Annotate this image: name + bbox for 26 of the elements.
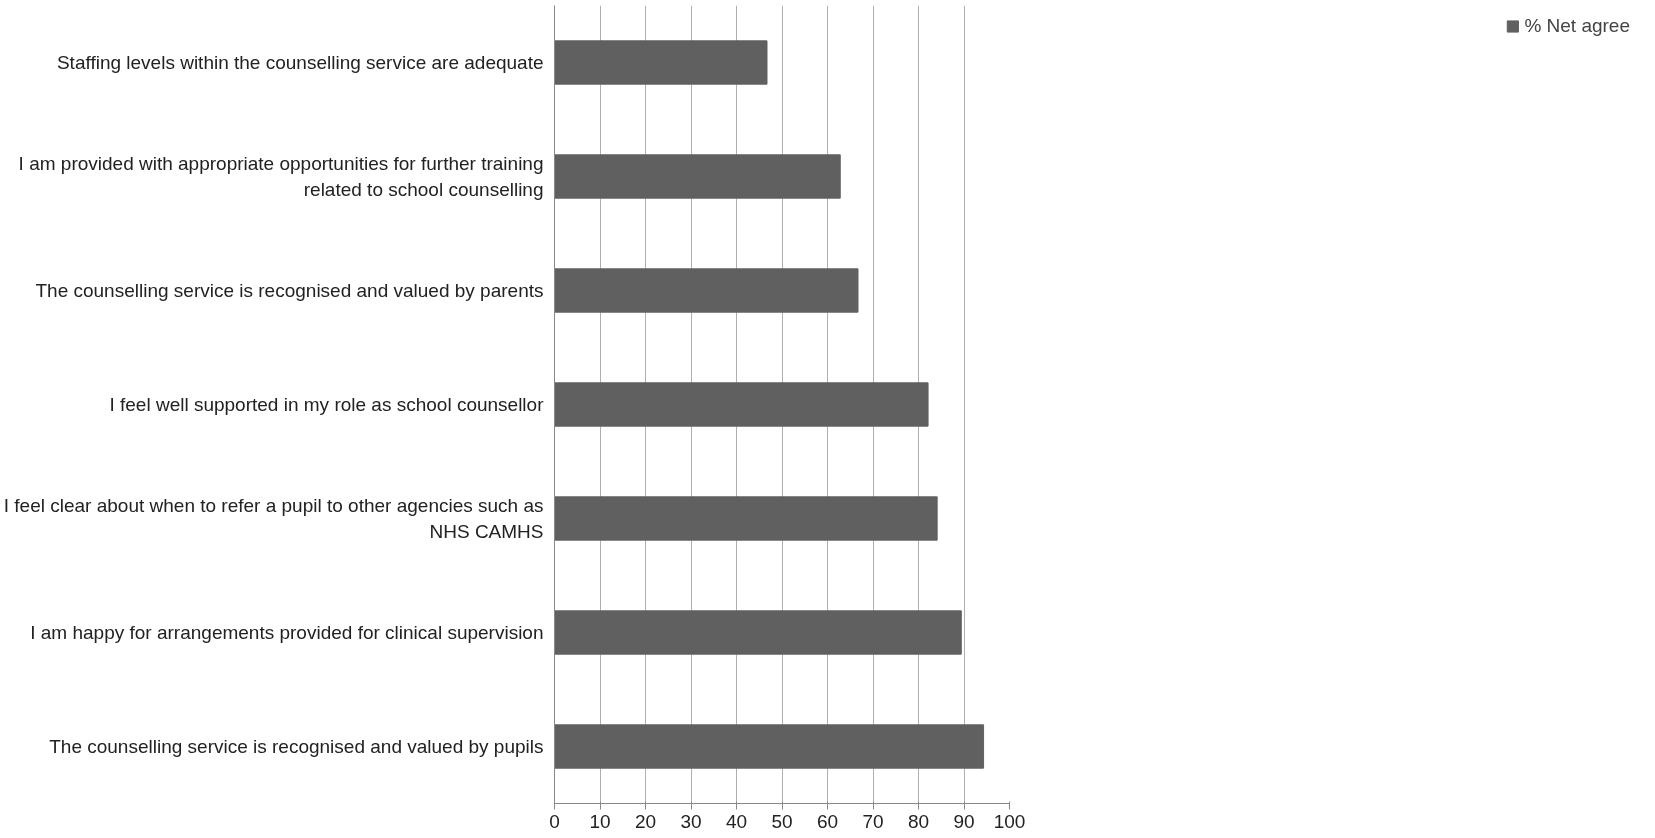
x-tick-label: 60 bbox=[816, 810, 839, 832]
y-tick-label: I am happy for arrangements provided for clinical supervision bbox=[30, 622, 544, 643]
bar bbox=[554, 496, 938, 541]
x-tick-label: 10 bbox=[589, 810, 611, 832]
bar bbox=[554, 154, 841, 199]
x-tick-label: 100 bbox=[993, 810, 1026, 832]
x-tick-label: 40 bbox=[725, 810, 748, 832]
bar bbox=[554, 724, 985, 769]
x-tick-label: 0 bbox=[549, 810, 560, 832]
bar bbox=[554, 268, 859, 313]
bar bbox=[554, 610, 962, 655]
x-tick-label: 80 bbox=[907, 810, 930, 832]
y-tick-label: I feel well supported in my role as school counsellor bbox=[109, 394, 545, 415]
x-tick-label: 90 bbox=[953, 810, 975, 832]
bar bbox=[554, 382, 929, 427]
x-tick-label: 20 bbox=[634, 810, 657, 832]
x-tick-label: 50 bbox=[771, 810, 793, 832]
x-tick-label: 30 bbox=[680, 810, 702, 832]
y-tick-label: I am provided with appropriate opportunities for further training related to school counselling bbox=[18, 153, 544, 200]
y-tick-label: The counselling service is recognised and valued by pupils bbox=[49, 736, 544, 757]
x-tick-label: 70 bbox=[862, 810, 884, 832]
legend-label: % Net agree bbox=[1524, 15, 1630, 37]
bar bbox=[554, 40, 768, 85]
y-tick-label: Staffing levels within the counselling service are adequate bbox=[56, 52, 544, 73]
y-tick-label: I feel clear about when to refer a pupil to other agencies such as NHS CAMHS bbox=[3, 495, 544, 542]
y-tick-label: The counselling service is recognised and valued by parents bbox=[35, 280, 544, 301]
